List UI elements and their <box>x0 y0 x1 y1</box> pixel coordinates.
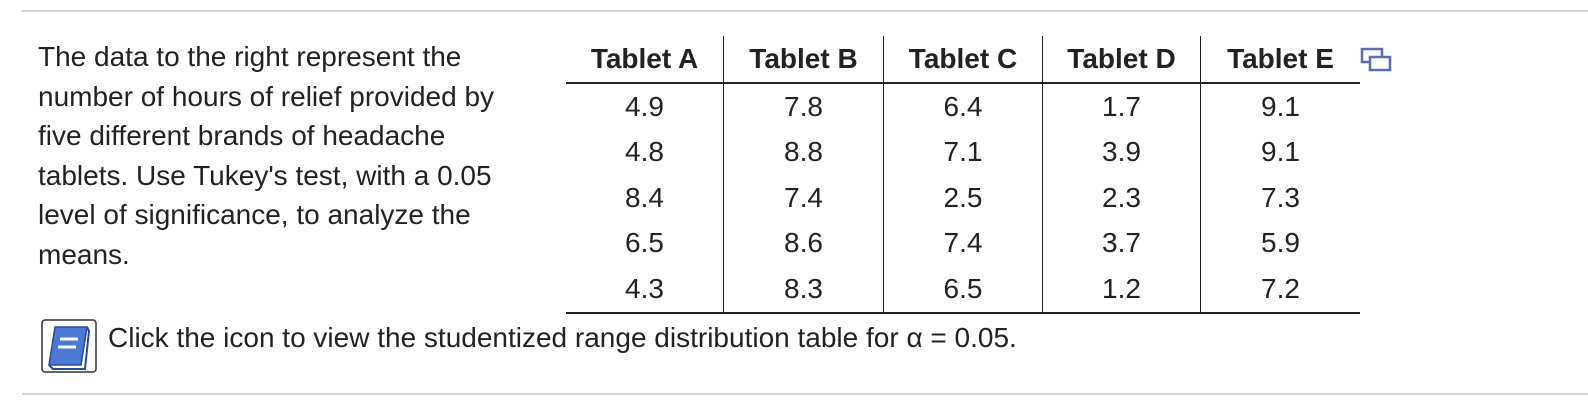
column-header: Tablet E <box>1200 36 1360 84</box>
table-cell: 1.2 <box>1042 266 1201 314</box>
column-header: Tablet C <box>883 36 1043 84</box>
link-text: Click the icon to view the studentized r… <box>108 322 1017 353</box>
header-row: Tablet A Tablet B Tablet C Tablet D Tablet E <box>566 36 1360 84</box>
table-row: 4.9 7.8 6.4 1.7 9.1 <box>566 83 1360 130</box>
table-cell: 4.3 <box>566 266 724 314</box>
table-row: 6.5 8.6 7.4 3.7 5.9 <box>566 220 1360 266</box>
table-cell: 6.5 <box>883 266 1043 314</box>
table-cell: 2.5 <box>883 175 1043 221</box>
table-cell: 8.8 <box>723 129 884 175</box>
data-table: Tablet A Tablet B Tablet C Tablet D Tablet E… <box>566 36 1360 314</box>
question-text: The data to the right represent the numb… <box>38 41 495 270</box>
table-cell: 4.8 <box>625 136 664 168</box>
table-cell: 8.4 <box>625 181 664 213</box>
table-cell: 7.4 <box>883 220 1043 266</box>
table-cell: 7.3 <box>1200 175 1360 221</box>
table-cell: 3.9 <box>1042 129 1201 175</box>
table-cell: 5.9 <box>1200 220 1360 266</box>
table-cell: 4.9 <box>625 90 664 122</box>
table-cell: 7.1 <box>883 129 1043 175</box>
table-cell: 6.4 <box>883 83 1043 130</box>
top-rule <box>22 10 1588 12</box>
table-cell: 6.5 <box>625 227 664 259</box>
copy-table-icon[interactable] <box>1360 47 1392 73</box>
table-row: 4.3 8.3 6.5 1.2 7.2 <box>566 266 1360 314</box>
table-cell: 7.2 <box>1200 266 1360 314</box>
table-row: 8.4 7.4 2.5 2.3 7.3 <box>566 175 1360 221</box>
table-cell: 2.3 <box>1042 175 1201 221</box>
table-body: 4.9 7.8 6.4 1.7 9.1 4.8 8.8 7.1 3.9 9.1 8.4 7.4 2.5 2… <box>566 83 1360 314</box>
table-cell: 1.7 <box>1042 83 1201 130</box>
table-cell: 7.8 <box>723 83 884 130</box>
bottom-rule <box>22 393 1588 395</box>
table-row: 4.8 8.8 7.1 3.9 9.1 <box>566 129 1360 175</box>
table-cell: 3.7 <box>1042 220 1201 266</box>
column-header: Tablet D <box>1042 36 1201 84</box>
table-cell: 9.1 <box>1200 83 1360 130</box>
table-cell: 8.3 <box>723 266 884 314</box>
book-icon[interactable] <box>41 319 97 373</box>
table-cell: 7.4 <box>723 175 884 221</box>
column-header: Tablet B <box>723 36 884 84</box>
table-cell: 9.1 <box>1200 129 1360 175</box>
column-header: Tablet A <box>566 36 724 84</box>
table-cell: 8.6 <box>723 220 884 266</box>
